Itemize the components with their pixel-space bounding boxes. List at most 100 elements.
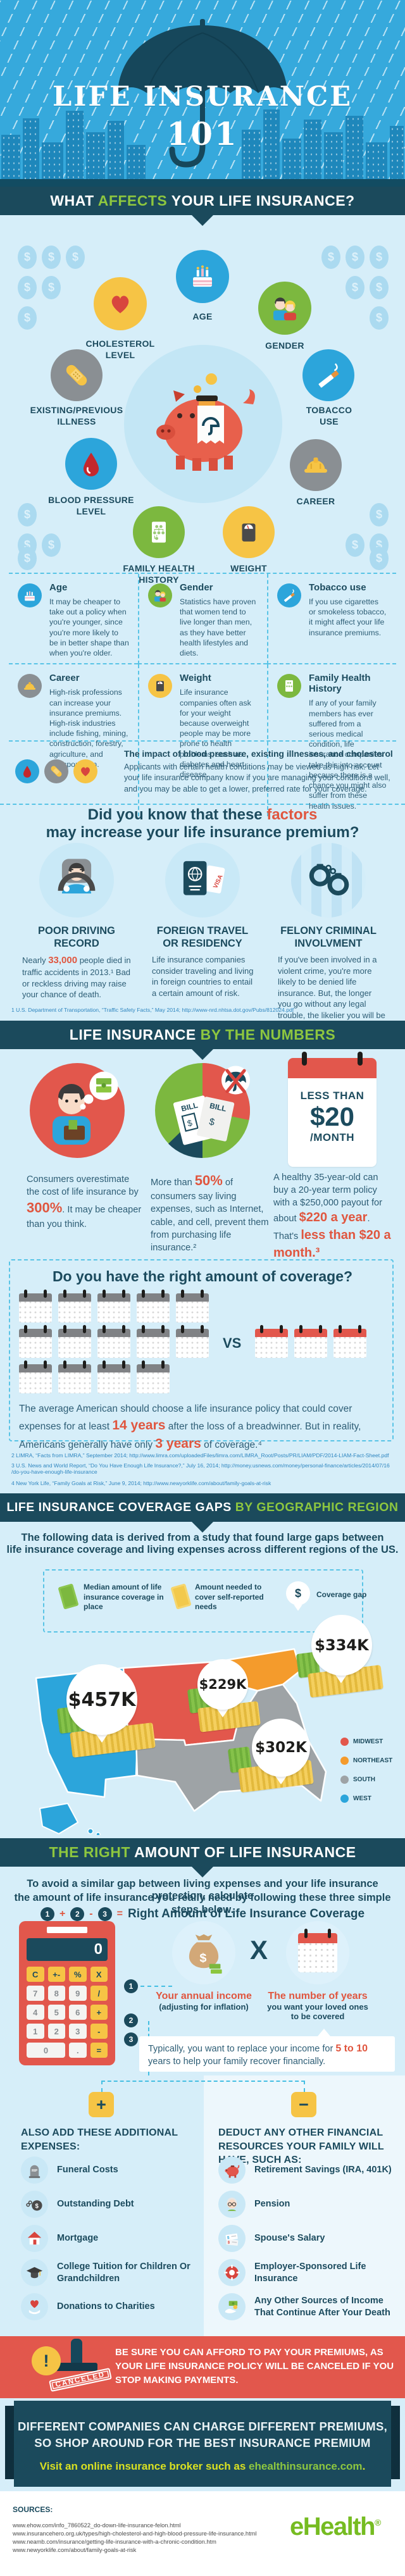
footnote-4: 4 New York Life, “Family Goals at Risk,”… <box>11 1480 271 1486</box>
building-silhouette <box>366 142 387 179</box>
legend-median-label: Median amount of life insurance coverage… <box>84 1583 164 1612</box>
step3-badge: 3 <box>97 1907 112 1921</box>
card-text: Statistics have proven that women tend t… <box>180 597 256 658</box>
dollar-bubble-icon: $ <box>370 547 389 570</box>
card-text: If any of your family members has ever s… <box>309 699 387 811</box>
building-silhouette <box>282 139 301 179</box>
risk-title-driving: POOR DRIVING RECORD <box>38 925 115 949</box>
calculator-slot <box>47 1927 87 1933</box>
weight-scale-icon <box>242 523 256 542</box>
building-silhouette <box>42 142 63 179</box>
bubble-tail <box>216 1707 230 1717</box>
dollar-bubble-icon: $ <box>42 533 61 557</box>
calendar-icon <box>97 1325 130 1358</box>
dollar-bubble-icon: $ <box>346 246 364 269</box>
svg-text:BILL: BILL <box>180 1100 199 1113</box>
card-tobacco: Tobacco use If you use cigarettes or smo… <box>267 574 396 665</box>
factor-tobacco-label: TOBACCO USE <box>306 405 352 426</box>
dollar-bubble-icon: $ <box>321 246 340 269</box>
legend-west: WEST <box>340 1795 371 1803</box>
dashed-connector <box>304 2081 305 2092</box>
calc-key-plusminus: +- <box>47 1967 65 1982</box>
legend-midwest: MIDWEST <box>340 1738 383 1746</box>
annual-income-circle: $ <box>172 1921 235 1984</box>
piggy-bank-small-icon <box>218 2156 246 2184</box>
gaps-intro-line2: life insurance coverage and living expen… <box>6 1544 399 1555</box>
building-silhouette <box>390 126 404 179</box>
calc-key-4: 4 <box>27 2005 44 2020</box>
add-heading: ALSO ADD THESE ADDITIONAL EXPENSES: <box>21 2127 178 2152</box>
sources-heading: SOURCES: <box>13 2505 53 2514</box>
dollar-bubble-icon: $ <box>18 306 37 330</box>
svg-text:$: $ <box>227 2236 230 2240</box>
ball-chain-icon: $ <box>21 2191 48 2218</box>
source-line: www.insurancehero.org.uk/types/high-chol… <box>13 2530 257 2537</box>
person-wallet-icon <box>30 1063 125 1158</box>
gaps-intro-line1: The following data is derived from a stu… <box>21 1532 384 1543</box>
ehealthinsurance-link[interactable]: ehealthinsurance.com <box>249 2460 363 2472</box>
calc-key-clear: C <box>27 1967 44 1982</box>
stat1-text: Consumers overestimate the cost of life … <box>27 1174 142 1229</box>
calendar-icon <box>58 1360 91 1393</box>
shop-section: DIFFERENT COMPANIES CAN CHARGE DIFFERENT… <box>0 2398 405 2491</box>
sources-list: www.ehow.com/info_7860522_do-down-life-i… <box>13 2520 278 2555</box>
factor-career-label: CAREER <box>296 496 335 506</box>
gap-value-northeast: $334K <box>311 1615 372 1676</box>
dollar-bubble-icon: $ <box>66 246 85 269</box>
calc-key-6: 6 <box>69 2005 87 2020</box>
shop-ribbon: DIFFERENT COMPANIES CAN CHARGE DIFFERENT… <box>14 2401 391 2487</box>
card-text: It may be cheaper to take out a policy w… <box>49 597 129 658</box>
banner-arrow <box>191 1866 214 1877</box>
card-title: Family Health History <box>309 673 371 695</box>
calendar-icon <box>176 1290 209 1322</box>
calc-key-9: 9 <box>69 1986 87 2001</box>
footnote-3: 3 U.S. News and World Report, “Do You Ha… <box>11 1462 390 1475</box>
note-pointer <box>318 2029 330 2036</box>
stat3-text: A healthy 35-year-old can buy a 20-year … <box>273 1173 391 1260</box>
gap-value-south: $302K <box>252 1719 310 1777</box>
legend-northeast: NORTHEAST <box>340 1757 392 1765</box>
gaps-intro: The following data is derived from a stu… <box>0 1522 405 1566</box>
calendar-icon-red <box>333 1325 367 1358</box>
calc-key-3: 3 <box>69 2024 87 2039</box>
bubble-tail <box>95 1733 109 1743</box>
banner-text: LIFE INSURANCE BY THE NUMBERS <box>69 1026 336 1043</box>
calc-key-8: 8 <box>47 1986 65 2001</box>
graduation-cap-icon <box>21 2259 48 2286</box>
impact-text: Applicants with certain health condition… <box>124 762 390 793</box>
calendar-pin <box>304 1929 308 1938</box>
calc-key-1: 1 <box>27 2024 44 2039</box>
minus-op: - <box>89 1908 93 1919</box>
factor-blood-pressure-label: BLOOD PRESSURE LEVEL <box>48 495 134 516</box>
calc-key-2: 2 <box>47 2024 65 2039</box>
factor-family-history-icon <box>133 506 185 558</box>
card-text: Life insurance companies often ask for y… <box>180 688 251 780</box>
list-item-spouse-salary: $ $ Spouse's Salary <box>218 2225 401 2252</box>
banner-arrow <box>191 1521 214 1533</box>
list-item-donations: Donations to Charities <box>21 2293 201 2320</box>
did-you-know-heading: Did you know that these factors may incr… <box>0 805 405 842</box>
dollar-bubble-icon: $ <box>18 547 37 570</box>
factor-gender-icon <box>258 282 311 335</box>
footnote-1-row: 1 U.S. Department of Transportation, “Tr… <box>0 1003 405 1021</box>
stat2-text: More than 50% of consumers say living ex… <box>151 1173 269 1253</box>
shop-line2: SO SHOP AROUND FOR THE BEST INSURANCE PR… <box>34 2436 371 2449</box>
list-item-funeral: RIP Funeral Costs <box>21 2156 201 2184</box>
foreign-travel-icon: VISA <box>165 843 240 918</box>
dashed-connector <box>101 2081 305 2082</box>
family-history-card-icon <box>277 674 301 699</box>
living-expenses-illustration: BILL $ BILL $ <box>155 1063 251 1159</box>
list-item-retirement: Retirement Savings (IRA, 401K) <box>218 2156 401 2184</box>
calendar-pin <box>358 1052 363 1066</box>
gap-value-west: $457K <box>66 1664 137 1735</box>
svg-text:$: $ <box>199 1951 206 1965</box>
coverage-dashed-box <box>9 1259 394 1441</box>
calendar-icon <box>58 1325 91 1358</box>
legend-dashed-box <box>43 1569 363 1633</box>
legend-gap-label: Coverage gap <box>316 1590 367 1599</box>
deduct-heading: DEDUCT ANY OTHER FINANCIAL RESOURCES YOU… <box>218 2127 384 2166</box>
west-dot-icon <box>340 1795 349 1803</box>
ehealth-logo: eHealth® <box>290 2513 381 2541</box>
card-title: Career <box>49 673 80 684</box>
calendar-icon <box>97 1290 130 1322</box>
